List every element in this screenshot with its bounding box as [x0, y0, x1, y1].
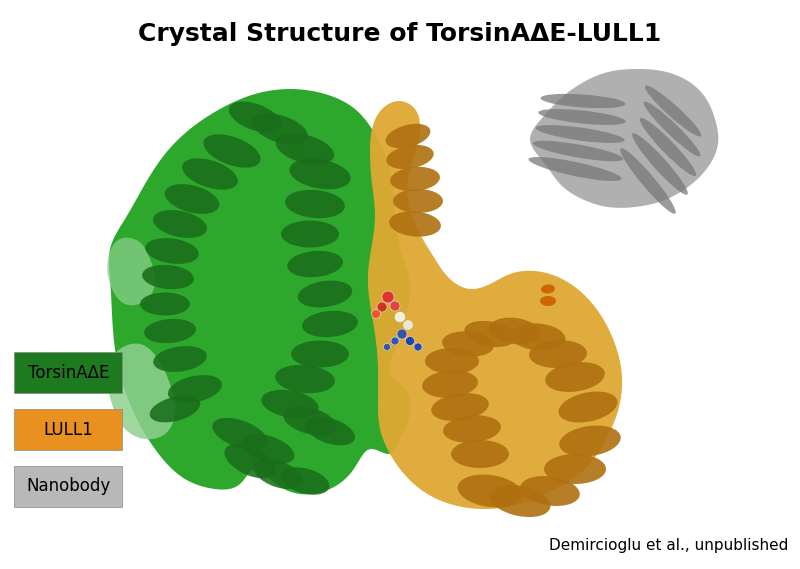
Circle shape	[414, 343, 422, 351]
Ellipse shape	[150, 395, 200, 422]
Ellipse shape	[389, 211, 441, 237]
Ellipse shape	[140, 292, 190, 315]
Ellipse shape	[281, 221, 339, 248]
Polygon shape	[368, 101, 622, 509]
Ellipse shape	[422, 370, 478, 398]
Circle shape	[403, 320, 413, 329]
Ellipse shape	[262, 390, 318, 418]
Ellipse shape	[153, 210, 207, 238]
Ellipse shape	[431, 393, 489, 421]
Ellipse shape	[558, 391, 618, 423]
Ellipse shape	[645, 85, 701, 137]
Text: LULL1: LULL1	[43, 420, 94, 439]
Ellipse shape	[535, 125, 625, 143]
Ellipse shape	[203, 134, 261, 168]
Ellipse shape	[154, 346, 206, 372]
Ellipse shape	[640, 118, 696, 176]
Ellipse shape	[142, 265, 194, 289]
Circle shape	[371, 310, 381, 319]
Ellipse shape	[520, 476, 580, 506]
Ellipse shape	[620, 148, 676, 214]
Polygon shape	[107, 238, 155, 305]
Text: Demircioglu et al., unpublished: Demircioglu et al., unpublished	[549, 538, 788, 553]
Ellipse shape	[390, 167, 440, 191]
Ellipse shape	[425, 348, 479, 374]
Ellipse shape	[276, 133, 334, 164]
Ellipse shape	[168, 375, 222, 403]
Ellipse shape	[302, 311, 358, 337]
Ellipse shape	[386, 124, 430, 148]
Ellipse shape	[290, 159, 350, 189]
Ellipse shape	[242, 434, 294, 464]
Ellipse shape	[253, 459, 303, 489]
Ellipse shape	[443, 415, 501, 443]
Circle shape	[383, 344, 390, 351]
Ellipse shape	[298, 281, 352, 307]
Polygon shape	[107, 344, 175, 439]
FancyBboxPatch shape	[14, 409, 122, 450]
Polygon shape	[530, 69, 718, 208]
Ellipse shape	[544, 454, 606, 484]
Circle shape	[397, 329, 407, 339]
Ellipse shape	[442, 331, 494, 357]
Circle shape	[390, 301, 400, 311]
Ellipse shape	[224, 444, 276, 478]
FancyBboxPatch shape	[14, 466, 122, 507]
Ellipse shape	[632, 133, 688, 195]
Circle shape	[377, 302, 387, 312]
Ellipse shape	[559, 426, 621, 456]
Ellipse shape	[305, 417, 355, 446]
Ellipse shape	[540, 296, 556, 306]
Ellipse shape	[144, 319, 196, 343]
Ellipse shape	[212, 418, 268, 450]
Ellipse shape	[464, 321, 516, 347]
Circle shape	[395, 312, 405, 322]
Ellipse shape	[489, 318, 541, 344]
Ellipse shape	[529, 157, 622, 181]
Ellipse shape	[490, 485, 550, 517]
Ellipse shape	[510, 323, 566, 351]
Circle shape	[406, 336, 414, 345]
Ellipse shape	[393, 189, 443, 213]
Circle shape	[382, 291, 394, 303]
Ellipse shape	[275, 365, 335, 393]
Text: TorsinAΔE: TorsinAΔE	[28, 364, 109, 382]
Ellipse shape	[533, 141, 623, 161]
Ellipse shape	[283, 407, 337, 435]
FancyBboxPatch shape	[14, 352, 122, 393]
Ellipse shape	[229, 102, 282, 133]
Ellipse shape	[529, 340, 587, 368]
Ellipse shape	[386, 145, 434, 169]
Ellipse shape	[541, 284, 555, 294]
Ellipse shape	[165, 184, 219, 214]
Ellipse shape	[644, 102, 700, 156]
Polygon shape	[109, 89, 410, 494]
Ellipse shape	[458, 475, 522, 508]
Ellipse shape	[281, 467, 330, 494]
Ellipse shape	[546, 362, 605, 392]
Ellipse shape	[182, 158, 238, 189]
Ellipse shape	[291, 340, 349, 368]
Ellipse shape	[146, 238, 198, 264]
Ellipse shape	[451, 440, 509, 468]
Circle shape	[391, 337, 399, 345]
Ellipse shape	[285, 190, 345, 218]
Ellipse shape	[287, 251, 343, 277]
Ellipse shape	[541, 94, 626, 108]
Text: Nanobody: Nanobody	[26, 477, 110, 496]
Ellipse shape	[252, 113, 308, 145]
Ellipse shape	[538, 109, 626, 125]
Text: Crystal Structure of TorsinAΔE-LULL1: Crystal Structure of TorsinAΔE-LULL1	[138, 22, 662, 46]
